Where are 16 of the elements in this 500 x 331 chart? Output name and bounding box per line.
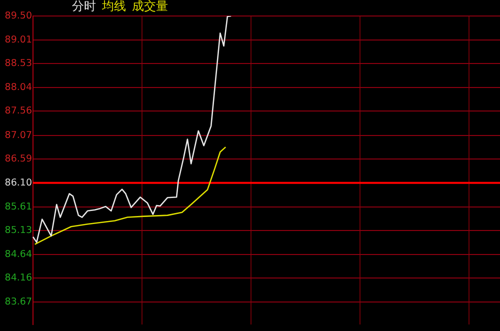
- y-tick-label: 83.67: [4, 296, 32, 308]
- y-tick-label: 84.16: [4, 272, 32, 284]
- y-tick-label: 88.53: [4, 58, 32, 70]
- y-tick-label: 89.01: [4, 34, 32, 46]
- y-tick-label: 84.64: [4, 249, 32, 260]
- y-tick-label: 85.61: [4, 201, 32, 212]
- y-tick-label: 86.59: [4, 153, 32, 164]
- text: 成交量: [132, 0, 168, 14]
- y-tick-label: 87.56: [4, 106, 32, 117]
- y-tick-label: 89.50: [4, 10, 32, 22]
- text: 分时: [72, 0, 96, 14]
- y-tick-label: 88.04: [4, 82, 32, 94]
- y-tick-label: 87.07: [4, 130, 32, 141]
- y-tick-label: 85.13: [4, 225, 32, 236]
- text: 均线: [101, 0, 126, 14]
- y-tick-label: 86.10: [4, 177, 32, 188]
